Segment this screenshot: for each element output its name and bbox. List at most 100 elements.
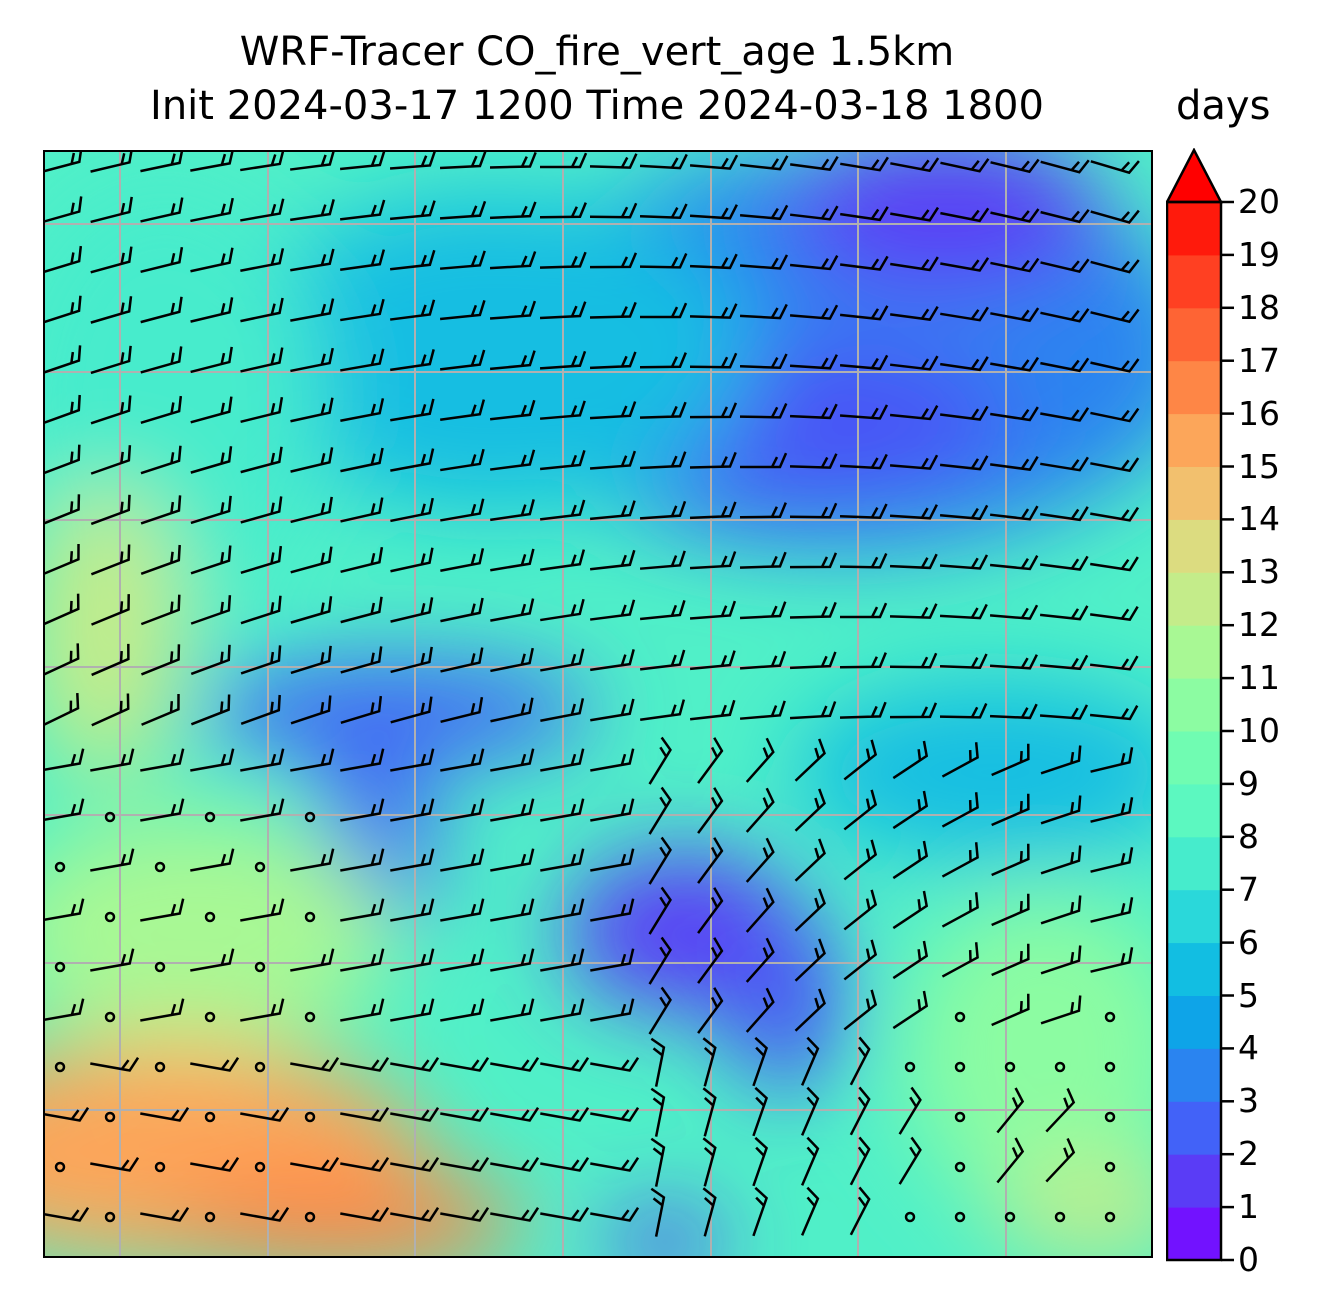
wind-barb xyxy=(1090,209,1140,224)
wind-barb xyxy=(889,603,938,619)
chart-subtitle: Init 2024-03-17 1200 Time 2024-03-18 180… xyxy=(150,83,1044,129)
wind-barb xyxy=(240,297,284,323)
wind-barb xyxy=(91,693,130,727)
wind-barb xyxy=(1040,506,1089,522)
calm-wind-marker xyxy=(54,1061,66,1073)
wind-barb xyxy=(689,253,738,270)
map-panel xyxy=(43,150,1153,1258)
wind-barb xyxy=(789,453,838,469)
wind-barb xyxy=(190,495,232,525)
wind-barb xyxy=(340,398,385,422)
wind-barb xyxy=(45,748,85,772)
wind-barb xyxy=(539,202,587,219)
wind-barb xyxy=(540,698,585,722)
wind-barb xyxy=(839,652,887,669)
wind-barb xyxy=(1040,995,1082,1025)
wind-barb xyxy=(800,1036,820,1086)
wind-barb xyxy=(340,1157,390,1172)
calm-wind-marker xyxy=(154,1161,166,1173)
wind-barb xyxy=(989,505,1039,521)
wind-barb xyxy=(190,346,233,374)
wind-barb xyxy=(1040,209,1090,224)
wind-barb xyxy=(390,798,435,822)
wind-barb xyxy=(990,307,1040,323)
wind-barb xyxy=(839,553,888,569)
wind-barb xyxy=(340,348,385,372)
wind-barb xyxy=(340,848,385,872)
wind-barb xyxy=(190,748,235,772)
calm-wind-marker xyxy=(104,811,116,823)
wind-barb xyxy=(639,600,686,621)
wind-barb xyxy=(540,1207,590,1222)
wind-barb xyxy=(389,249,436,271)
calm-wind-marker xyxy=(254,861,266,873)
wind-barb xyxy=(839,305,889,321)
wind-barb xyxy=(898,1136,922,1185)
colorbar-tick-label: 13 xyxy=(1238,552,1280,592)
wind-barb xyxy=(589,153,638,169)
wind-barb xyxy=(240,694,281,725)
wind-barb xyxy=(90,848,135,872)
wind-barb xyxy=(1040,407,1090,422)
colorbar-segment xyxy=(1167,731,1221,785)
wind-barb xyxy=(190,247,234,273)
wind-barb xyxy=(739,204,789,221)
colorbar-extend-arrow xyxy=(1166,148,1224,204)
wind-barb xyxy=(689,352,738,369)
wind-barb xyxy=(290,298,335,322)
wind-barb xyxy=(190,848,235,872)
wind-barb xyxy=(340,1207,390,1222)
wind-barb xyxy=(190,197,234,223)
wind-barb xyxy=(340,1057,390,1072)
wind-barb xyxy=(940,158,990,173)
calm-wind-marker xyxy=(954,1061,966,1073)
wind-barb xyxy=(650,1087,666,1137)
wind-barb xyxy=(939,504,989,521)
wind-barb xyxy=(539,450,586,471)
wind-barb xyxy=(745,787,775,833)
wind-barb xyxy=(789,701,837,720)
wind-barb xyxy=(1040,159,1090,174)
wind-barb xyxy=(45,1107,90,1122)
wind-barb xyxy=(440,798,485,822)
wind-barb xyxy=(739,155,789,171)
wind-barb xyxy=(892,840,929,880)
wind-barb xyxy=(702,1037,717,1087)
wind-barb xyxy=(1090,897,1134,923)
wind-barb xyxy=(440,748,485,772)
wind-barb xyxy=(1090,308,1140,324)
wind-barb xyxy=(190,396,233,424)
wind-barb xyxy=(590,748,635,772)
wind-barb xyxy=(839,354,889,371)
calm-wind-marker xyxy=(104,911,116,923)
wind-barb xyxy=(240,198,285,222)
colorbar-tick-label: 3 xyxy=(1238,1081,1259,1121)
colorbar-tick-label: 6 xyxy=(1238,922,1259,962)
wind-barb xyxy=(990,356,1040,372)
colorbar-segment xyxy=(1167,625,1221,679)
wind-barb xyxy=(892,990,929,1030)
wind-barb xyxy=(1089,705,1139,721)
wind-barb xyxy=(340,748,385,772)
wind-barb xyxy=(1045,1137,1076,1183)
wind-barb xyxy=(240,545,283,574)
wind-barb xyxy=(540,648,585,672)
wind-barb xyxy=(939,554,989,570)
colorbar-segment xyxy=(1167,836,1221,891)
wind-barb xyxy=(140,544,181,575)
calm-wind-marker xyxy=(204,1011,216,1023)
calm-wind-marker xyxy=(304,1011,316,1023)
wind-barb xyxy=(745,987,775,1033)
wind-barb xyxy=(790,155,839,172)
wind-barb xyxy=(390,1157,440,1172)
wind-barb xyxy=(1040,308,1090,323)
colorbar xyxy=(1166,148,1234,1262)
wind-barb xyxy=(1039,605,1089,621)
wind-barb xyxy=(849,1086,871,1136)
wind-barb xyxy=(739,700,786,720)
wind-barb xyxy=(240,347,284,373)
wind-barb xyxy=(650,1187,666,1237)
wind-barb xyxy=(540,748,585,772)
wind-barb xyxy=(589,549,636,571)
wind-barb xyxy=(843,889,878,931)
